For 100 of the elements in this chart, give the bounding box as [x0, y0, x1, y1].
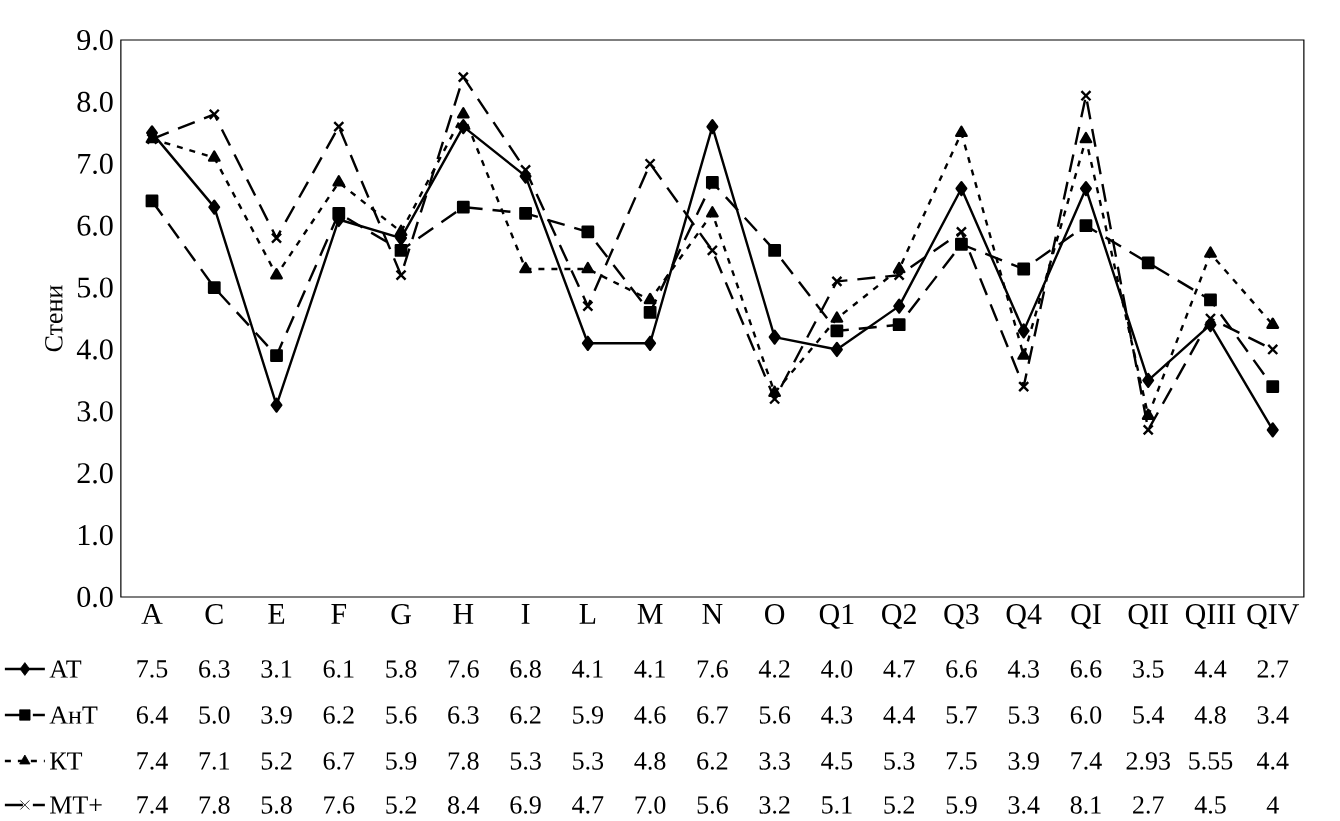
x-tick-label: QIII — [1185, 604, 1236, 629]
y-tick-label: 3.0 — [77, 401, 113, 422]
data-label: 5.2 — [386, 796, 416, 814]
data-label: 6.3 — [448, 706, 479, 724]
data-label: 3.9 — [261, 706, 292, 724]
data-label: 2.7 — [1133, 796, 1164, 814]
x-tick-label: O — [765, 604, 785, 625]
data-label: 7.4 — [137, 752, 168, 770]
x-tick-label: G — [391, 604, 411, 625]
data-label: 7.1 — [199, 752, 229, 770]
data-label: 5.9 — [573, 706, 604, 724]
data-label: 3.2 — [759, 796, 790, 814]
data-label: 5.9 — [386, 752, 417, 770]
data-label: 4.2 — [758, 660, 790, 678]
data-label: 6.9 — [510, 796, 541, 814]
data-label: 4.1 — [572, 660, 603, 678]
data-label: 5.2 — [261, 752, 292, 770]
data-label: 7.4 — [1071, 752, 1102, 770]
data-label: 3.1 — [261, 660, 292, 678]
data-label: 5.3 — [573, 752, 604, 770]
data-label: 6.1 — [323, 660, 354, 678]
data-label: 5.6 — [759, 706, 791, 724]
data-label: 4.1 — [634, 660, 665, 678]
data-label: 5.55 — [1189, 752, 1233, 770]
x-tick-label: QI — [1071, 604, 1101, 629]
data-label: 3.4 — [1257, 706, 1289, 724]
data-label: 5.3 — [884, 752, 915, 770]
x-tick-label: Q3 — [944, 604, 979, 629]
data-label: 8.4 — [448, 796, 480, 814]
y-tick-label: 5.0 — [78, 277, 113, 298]
x-tick-label: H — [453, 604, 474, 624]
data-label: 6.4 — [136, 706, 168, 724]
data-label: 5.7 — [946, 706, 977, 724]
legend-label: МТ+ — [50, 796, 102, 814]
data-label: 4.4 — [883, 706, 916, 724]
x-tick-label: Q4 — [1006, 604, 1042, 629]
data-label: 4.6 — [634, 706, 666, 724]
data-label: 7.8 — [448, 752, 479, 770]
data-label: 3.9 — [1008, 752, 1039, 770]
data-label: 7.6 — [324, 796, 355, 814]
data-label: 7.5 — [946, 752, 977, 770]
data-label: 5.6 — [697, 796, 728, 814]
data-label: 4.8 — [1194, 706, 1226, 724]
data-label: 2.93 — [1126, 752, 1170, 770]
data-label: 6.3 — [199, 660, 230, 678]
data-label: 5.3 — [1008, 706, 1039, 724]
data-label: 3.3 — [759, 752, 790, 770]
data-label: 7.8 — [199, 796, 230, 814]
y-axis-title: Стени — [45, 285, 63, 352]
data-label: 6.7 — [697, 706, 728, 724]
data-label: 4.7 — [883, 660, 915, 678]
y-tick-label: 6.0 — [77, 215, 113, 236]
x-tick-label: QIV — [1247, 604, 1300, 629]
data-label: 6.7 — [323, 752, 355, 770]
data-label: 7.0 — [635, 796, 666, 814]
data-label: 6.6 — [1070, 660, 1102, 678]
data-label: 4.3 — [1007, 660, 1039, 678]
data-label: 6.2 — [323, 706, 354, 724]
legend-label: КТ — [50, 752, 83, 770]
data-label: 4.0 — [821, 660, 853, 678]
x-tick-label: F — [331, 604, 347, 624]
y-tick-label: 8.0 — [77, 91, 113, 113]
x-tick-label: A — [141, 604, 163, 624]
x-tick-label: Q1 — [819, 604, 854, 629]
data-label: 5.4 — [1133, 706, 1165, 724]
data-label: 6.2 — [697, 752, 728, 770]
y-tick-label: 1.0 — [78, 524, 113, 546]
data-label: 5.6 — [386, 706, 417, 724]
x-tick-label: L — [579, 604, 596, 624]
data-label: 4 — [1266, 796, 1279, 814]
data-label: 5.9 — [946, 796, 977, 814]
x-tick-label: I — [521, 604, 530, 624]
y-tick-label: 2.0 — [77, 463, 113, 484]
data-label: 5.1 — [822, 796, 852, 814]
data-label: 4.3 — [821, 706, 853, 724]
data-label: 4.4 — [1194, 660, 1227, 678]
data-label: 7.4 — [137, 796, 168, 814]
data-label: 2.7 — [1257, 660, 1289, 678]
data-label: 4.7 — [572, 796, 604, 814]
y-tick-label: 9.0 — [77, 29, 113, 51]
data-label: 5.3 — [510, 752, 541, 770]
x-tick-label: QII — [1128, 604, 1168, 629]
data-label: 4.5 — [821, 752, 853, 770]
data-label: 6.2 — [510, 706, 541, 724]
data-label: 5.8 — [261, 796, 292, 814]
y-tick-label: 4.0 — [76, 339, 113, 360]
data-label: 6.8 — [510, 660, 541, 678]
data-label: 7.6 — [697, 660, 728, 678]
data-label: 3.4 — [1008, 796, 1040, 814]
data-label: 5.8 — [386, 660, 417, 678]
x-tick-label: Q2 — [882, 604, 916, 629]
y-tick-label: 7.0 — [78, 153, 113, 174]
x-tick-label: E — [268, 604, 285, 624]
data-label: 4.4 — [1256, 752, 1289, 770]
legend-label: АТ — [49, 660, 82, 678]
data-label: 7.6 — [448, 660, 479, 678]
y-tick-label: 0.0 — [77, 586, 113, 608]
x-tick-label: C — [205, 604, 223, 625]
x-tick-label: N — [702, 604, 723, 624]
x-tick-label: M — [637, 604, 663, 624]
